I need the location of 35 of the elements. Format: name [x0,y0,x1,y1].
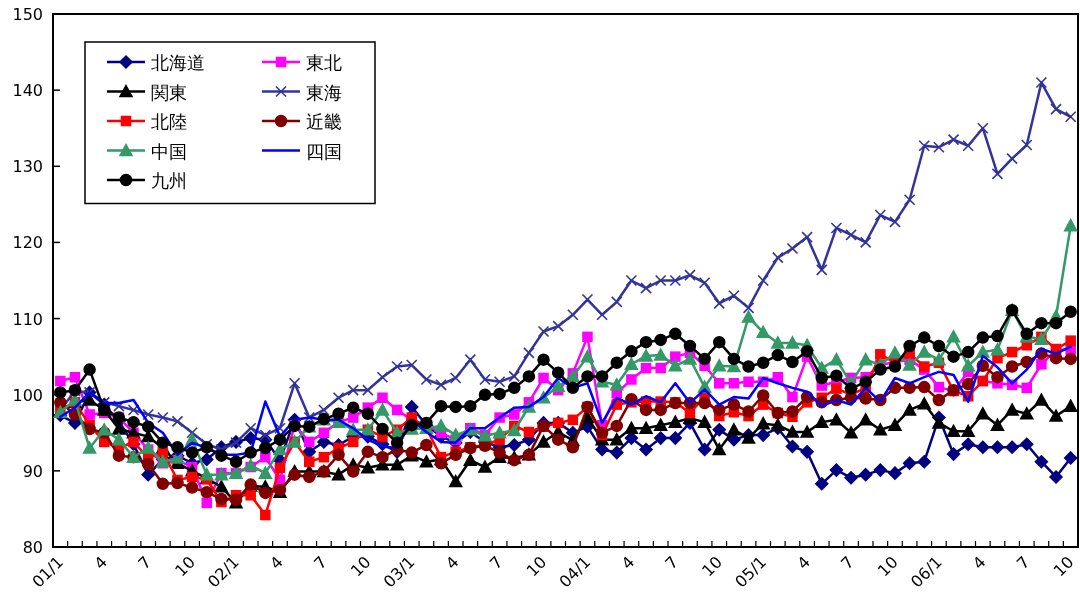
x-tick-label: 7 [310,552,331,574]
y-tick-label: 150 [12,5,43,24]
x-tick-label: 4 [266,552,287,574]
x-tick-label: 10 [522,552,551,581]
legend-label: 九州 [151,170,187,191]
x-tick-label: 7 [1012,552,1034,574]
x-tick-label: 7 [837,552,858,574]
x-tick-label: 10 [698,552,727,581]
legend-label: 中国 [151,140,187,162]
x-tick-label: 4 [793,552,814,574]
x-tick-label: 4 [441,552,463,574]
x-tick-label: 4 [617,552,639,574]
y-tick-label: 100 [12,385,43,405]
legend-label: 北陸 [151,111,187,132]
y-tick-label: 140 [12,81,43,101]
x-tick-label: 7 [661,552,683,574]
x-tick-label: 4 [90,552,112,574]
x-tick-label: 10 [1049,552,1078,581]
legend-label: 近畿 [306,111,342,132]
x-tick-label: 10 [873,552,902,581]
y-tick-label: 90 [22,461,43,481]
y-tick-label: 120 [12,233,43,253]
x-tick-label: 7 [485,552,507,574]
y-tick-label: 110 [12,309,43,329]
legend-label: 四国 [306,140,342,162]
y-tick-label: 80 [22,538,43,557]
legend-label: 関東 [151,81,187,103]
legend-label: 東北 [306,52,342,73]
x-tick-label: 4 [969,552,990,574]
x-tick-label: 10 [171,552,199,581]
legend-label: 北海道 [151,52,205,73]
x-tick-label: 10 [346,552,375,581]
y-tick-label: 130 [12,157,43,177]
legend-label: 東海 [306,81,342,103]
x-tick-label: 7 [134,552,156,574]
